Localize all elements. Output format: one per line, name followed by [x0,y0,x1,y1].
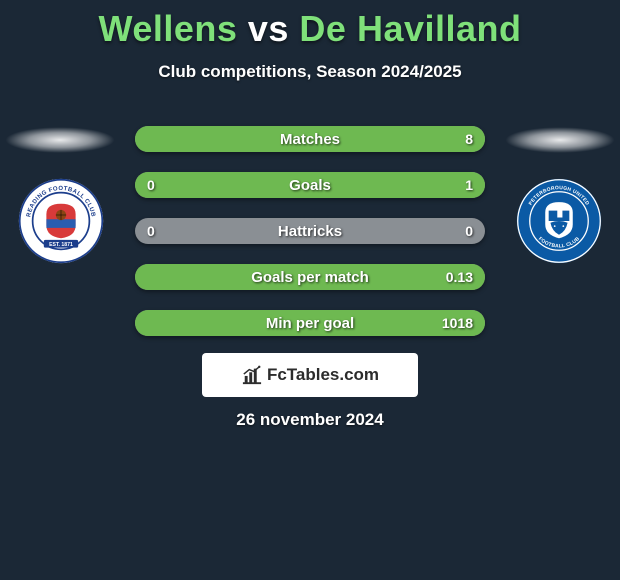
spotlight-left [5,127,115,153]
stat-label: Goals per match [251,269,369,286]
stat-value-left: 0 [147,177,155,193]
title-player2: De Havilland [299,8,521,49]
stat-label: Goals [289,177,331,194]
crest-left-sub: EST. 1871 [49,242,73,248]
stat-value-right: 0.13 [446,269,473,285]
title-player1: Wellens [98,8,237,49]
stat-bar: 0 1 Goals [135,172,485,198]
stat-value-right: 1018 [442,315,473,331]
stat-value-left: 0 [147,223,155,239]
stat-value-right: 0 [465,223,473,239]
chart-icon [241,365,263,385]
stat-value-right: 1 [465,177,473,193]
stat-label: Min per goal [266,315,354,332]
stat-label: Matches [280,131,340,148]
stat-bar: 8 Matches [135,126,485,152]
stat-bar: 0.13 Goals per match [135,264,485,290]
stats-bars: 8 Matches 0 1 Goals 0 0 Hattricks 0.13 Goals per … [135,126,485,356]
brand-box: FcTables.com [202,353,418,397]
stat-value-right: 8 [465,131,473,147]
crest-left: READING FOOTBALL CLUB EST. 1871 [18,178,104,264]
stat-bar: 0 0 Hattricks [135,218,485,244]
stat-label: Hattricks [278,223,342,240]
page-title: Wellens vs De Havilland [0,0,620,50]
spotlight-right [505,127,615,153]
date-text: 26 november 2024 [0,410,620,430]
title-vs: vs [237,8,299,49]
stat-bar: 1018 Min per goal [135,310,485,336]
crest-right: PETERBOROUGH UNITED FOOTBALL CLUB [516,178,602,264]
subtitle: Club competitions, Season 2024/2025 [0,62,620,82]
brand-text: FcTables.com [267,365,379,385]
